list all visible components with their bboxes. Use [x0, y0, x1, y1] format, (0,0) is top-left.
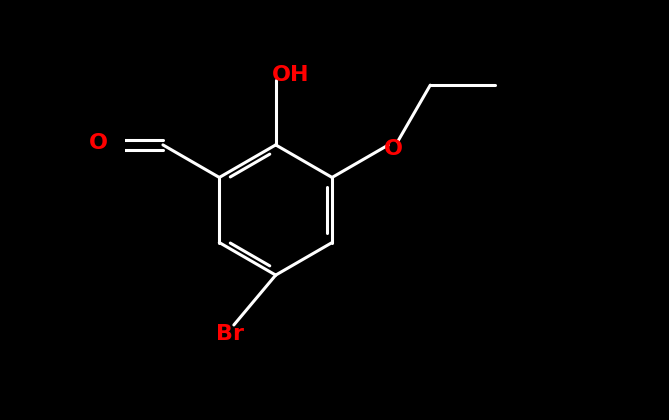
Text: O: O [384, 139, 403, 159]
Text: Br: Br [215, 324, 244, 344]
Text: O: O [89, 133, 108, 153]
Text: OH: OH [272, 65, 309, 85]
